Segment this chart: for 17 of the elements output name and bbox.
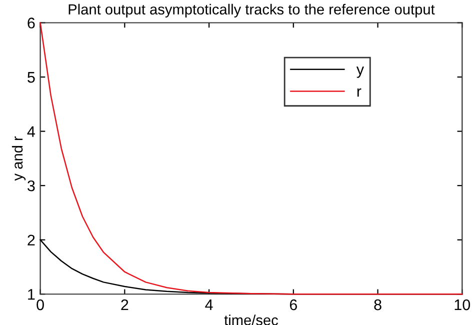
y-tick-label: 3 <box>28 180 35 192</box>
x-tick-label: 8 <box>374 299 382 310</box>
y-tick-label: 1 <box>28 289 35 300</box>
y-tick-label: 2 <box>28 234 35 246</box>
x-tick-label: 10 <box>454 299 470 310</box>
x-axis-title: time/sec <box>224 314 278 325</box>
x-tick-label: 0 <box>36 299 44 310</box>
x-tick-label: 6 <box>290 299 297 310</box>
legend-label: y <box>356 66 364 78</box>
x-tick-label: 2 <box>121 299 128 310</box>
y-tick-label: 4 <box>27 126 35 137</box>
legend-label: r <box>357 88 362 97</box>
y-axis-title: y and r <box>12 136 26 181</box>
y-tick-label: 6 <box>28 18 35 28</box>
y-tick-label: 5 <box>28 72 35 83</box>
chart-title: Plant output asymptotically tracks to the reference output <box>68 4 435 18</box>
x-tick-label: 4 <box>205 300 213 310</box>
